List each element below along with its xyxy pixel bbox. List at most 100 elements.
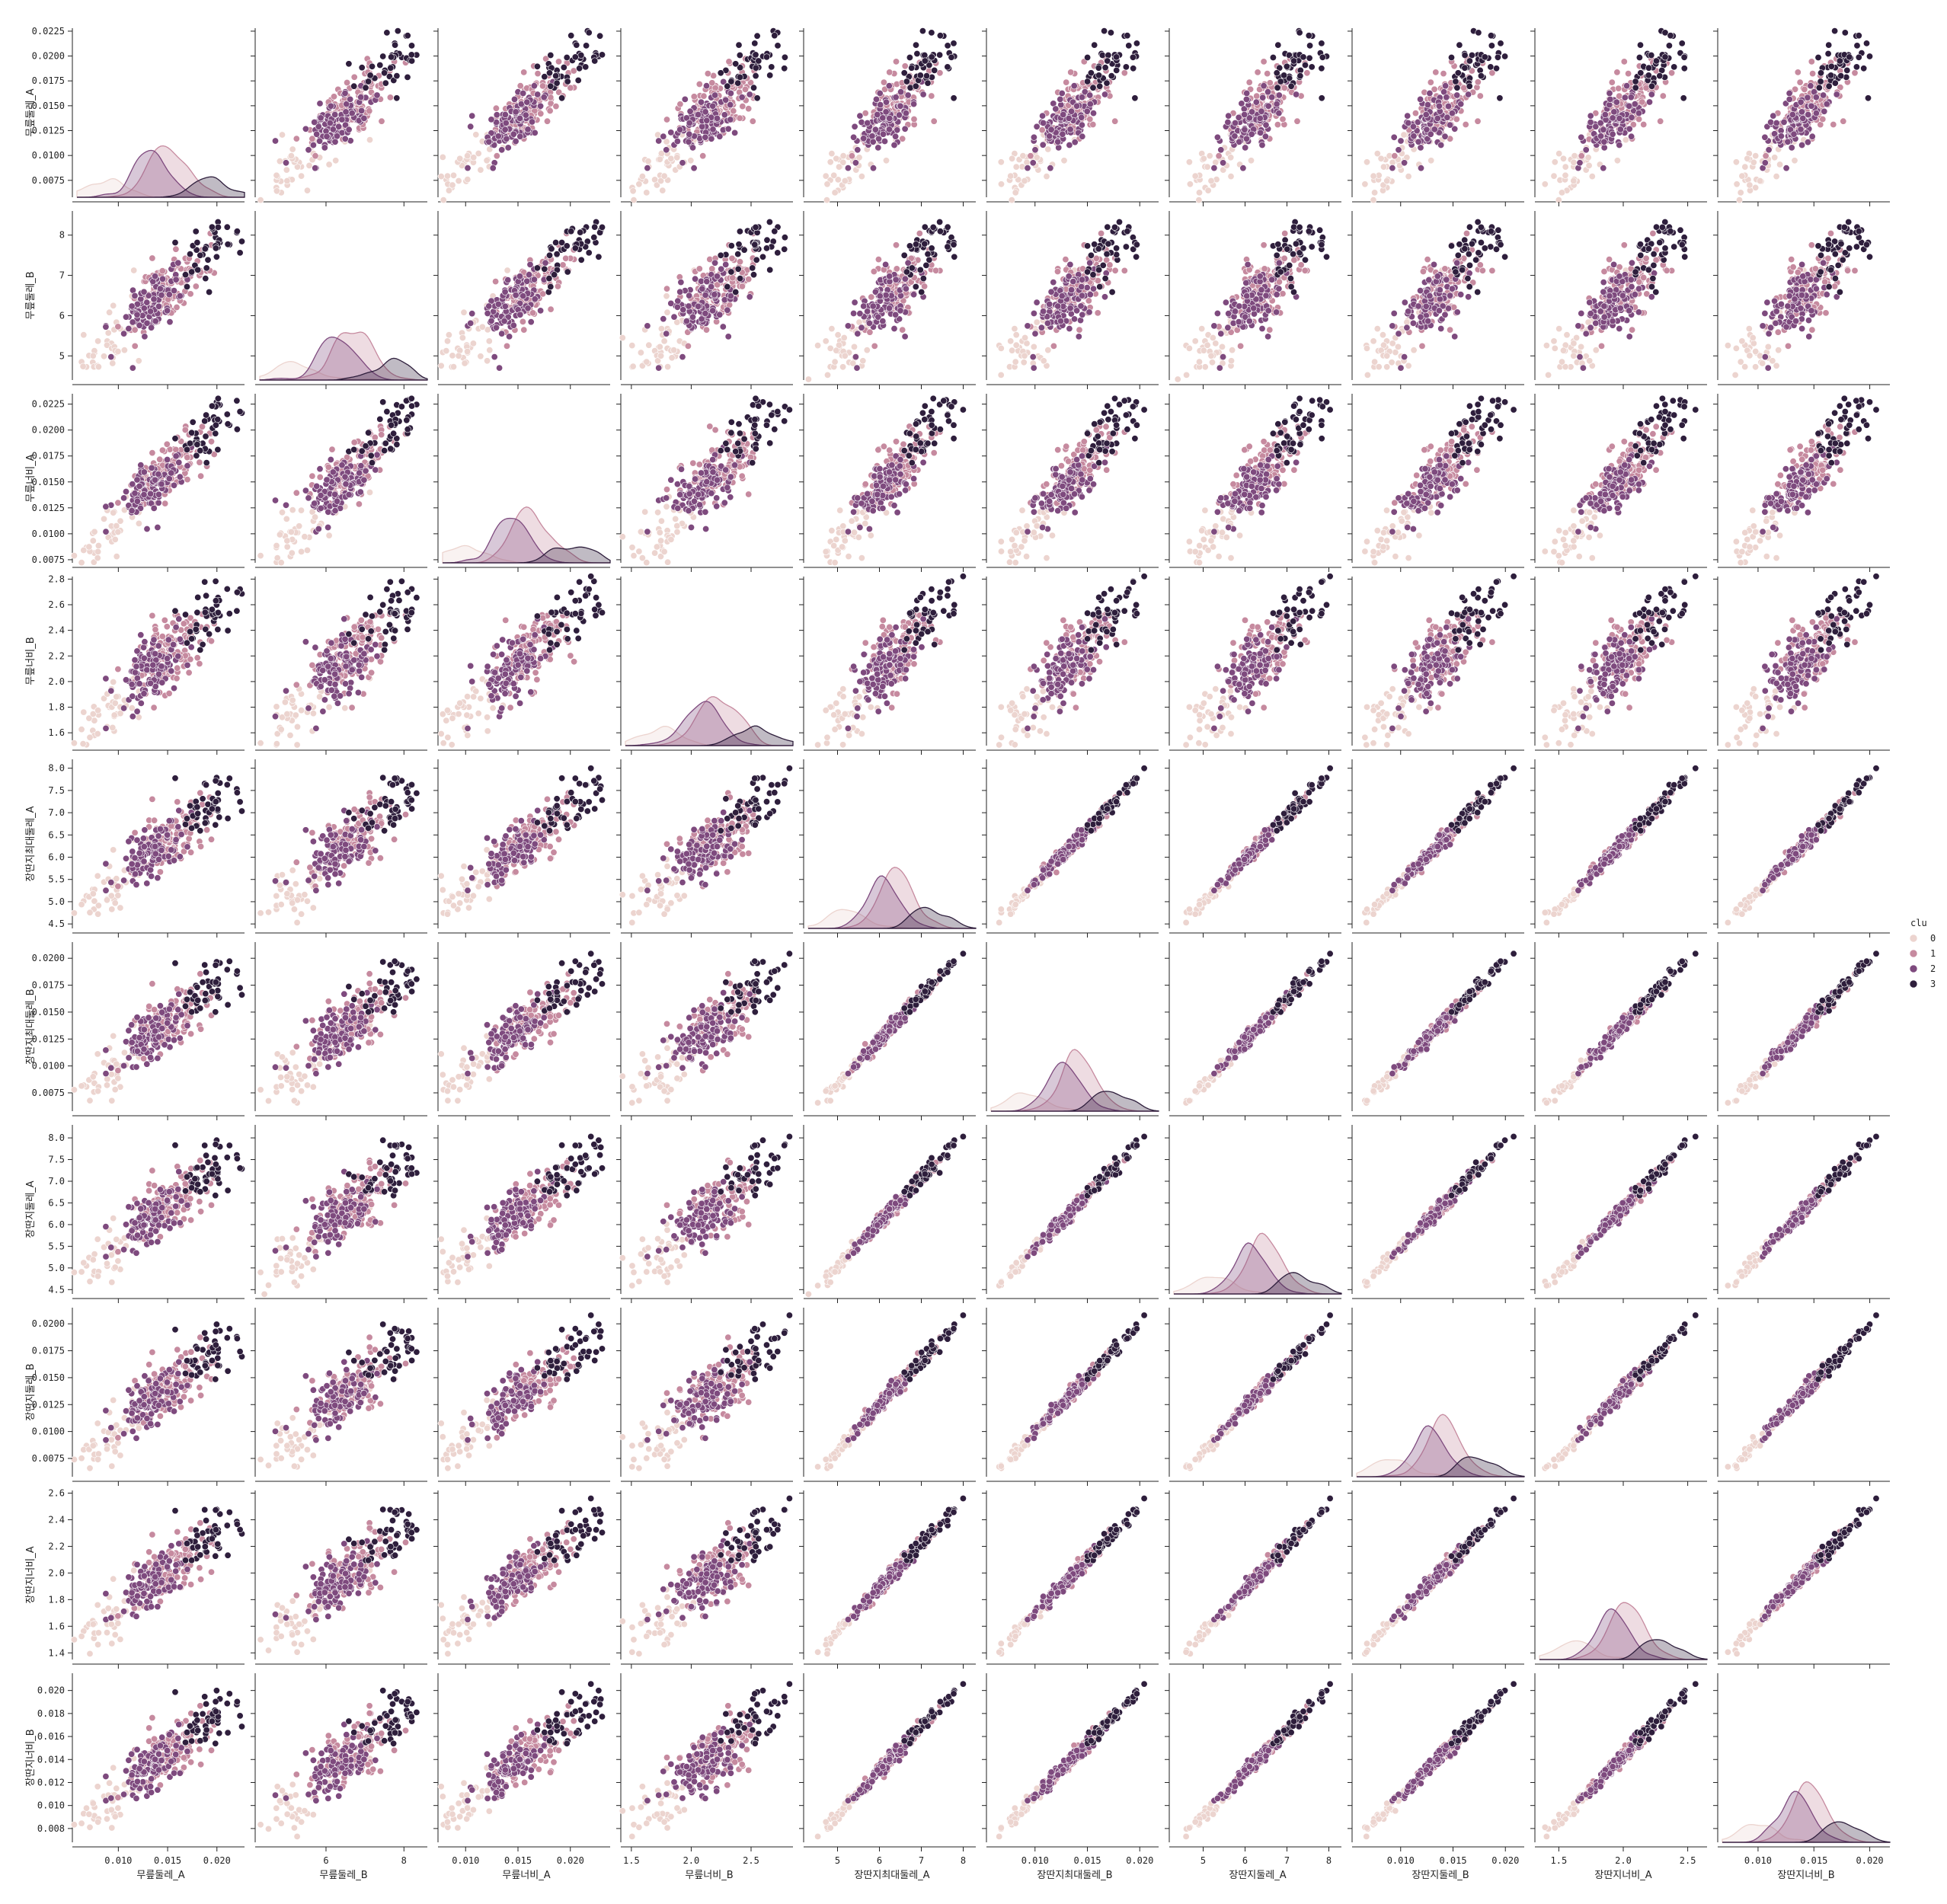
scatter-point [1303, 69, 1311, 77]
scatter-point [1578, 133, 1585, 141]
scatter-point [546, 107, 554, 115]
scatter-point [1011, 325, 1018, 333]
scatter-point [762, 53, 770, 61]
scatter-point [1086, 259, 1094, 267]
scatter-point [1860, 65, 1868, 72]
scatter-point [345, 126, 353, 133]
scatter-point [824, 371, 832, 379]
scatter-point [928, 29, 935, 37]
scatter-point [826, 344, 834, 352]
scatter-point [539, 82, 546, 90]
scatter-point [1441, 133, 1449, 140]
scatter-point [278, 131, 286, 139]
scatter-point [703, 278, 711, 286]
scatter-point [1391, 152, 1399, 160]
scatter-point [152, 273, 159, 280]
scatter-point [749, 264, 756, 272]
panel-1-5 [799, 27, 976, 206]
scatter-point [1389, 165, 1396, 172]
scatter-point [910, 291, 918, 299]
scatter-point [781, 245, 788, 253]
scatter-point [684, 342, 692, 350]
scatter-point [1457, 101, 1465, 108]
scatter-point [276, 158, 283, 165]
scatter-point [1089, 271, 1097, 279]
scatter-point [1600, 165, 1607, 172]
scatter-point [1111, 117, 1119, 125]
scatter-point [1773, 173, 1780, 180]
scatter-point [193, 238, 201, 246]
scatter-point [408, 51, 415, 59]
scatter-point [1863, 40, 1871, 47]
scatter-point [755, 57, 762, 65]
scatter-point [897, 102, 904, 110]
scatter-point [325, 161, 333, 168]
scatter-point [702, 309, 709, 317]
scatter-point [1232, 308, 1239, 315]
scatter-point [1209, 359, 1216, 366]
scatter-point [238, 238, 245, 245]
scatter-point [373, 91, 381, 99]
scatter-point [1290, 223, 1298, 231]
scatter-point [897, 307, 904, 315]
scatter-point [445, 331, 452, 339]
scatter-point [831, 358, 839, 366]
scatter-point [1108, 288, 1116, 296]
scatter-point [1637, 69, 1645, 77]
scatter-point [1733, 180, 1741, 188]
scatter-point [388, 53, 395, 61]
scatter-point [687, 157, 695, 165]
scatter-point [455, 177, 462, 185]
scatter-point [734, 265, 742, 273]
scatter-point [1030, 343, 1037, 350]
scatter-point [852, 353, 859, 361]
scatter-point [1607, 95, 1614, 103]
scatter-point [1401, 159, 1408, 167]
scatter-point [1765, 146, 1773, 154]
scatter-point [690, 93, 698, 101]
scatter-point [1030, 133, 1037, 141]
scatter-point [534, 91, 542, 98]
scatter-point [1269, 54, 1277, 62]
scatter-point [1388, 359, 1396, 366]
scatter-point [360, 114, 368, 122]
scatter-point [1318, 65, 1325, 72]
scatter-point [358, 107, 366, 114]
scatter-point [853, 364, 861, 372]
scatter-point [408, 57, 416, 65]
scatter-point [1196, 189, 1204, 196]
scatter-point [1262, 121, 1270, 129]
scatter-point [752, 72, 759, 80]
scatter-point [860, 135, 868, 142]
scatter-point [1465, 91, 1472, 98]
scatter-point [1762, 152, 1770, 160]
scatter-point [1228, 357, 1236, 365]
panel-1-3 [433, 27, 610, 206]
scatter-point [233, 228, 241, 235]
scatter-point [547, 52, 555, 59]
scatter-point [703, 117, 711, 124]
scatter-point [1588, 173, 1596, 180]
scatter-point [1752, 152, 1760, 160]
scatter-point [543, 117, 551, 125]
scatter-point [1260, 241, 1268, 249]
scatter-point [1648, 91, 1655, 98]
scatter-point [366, 107, 373, 115]
scatter-point [1084, 54, 1092, 62]
scatter-point [908, 264, 916, 272]
scatter-point [1770, 112, 1777, 120]
scatter-point [921, 57, 929, 65]
y-tick-label: 0.0125 [32, 126, 65, 136]
scatter-point [1737, 189, 1744, 196]
scatter-point [882, 108, 890, 116]
scatter-point [1616, 92, 1623, 100]
scatter-point [645, 341, 653, 349]
scatter-point [906, 54, 913, 62]
scatter-point [547, 283, 555, 290]
scatter-point [526, 260, 534, 268]
scatter-point [1648, 52, 1655, 59]
scatter-point [293, 163, 301, 171]
panel-1-4 [616, 27, 793, 206]
scatter-point [548, 245, 555, 253]
